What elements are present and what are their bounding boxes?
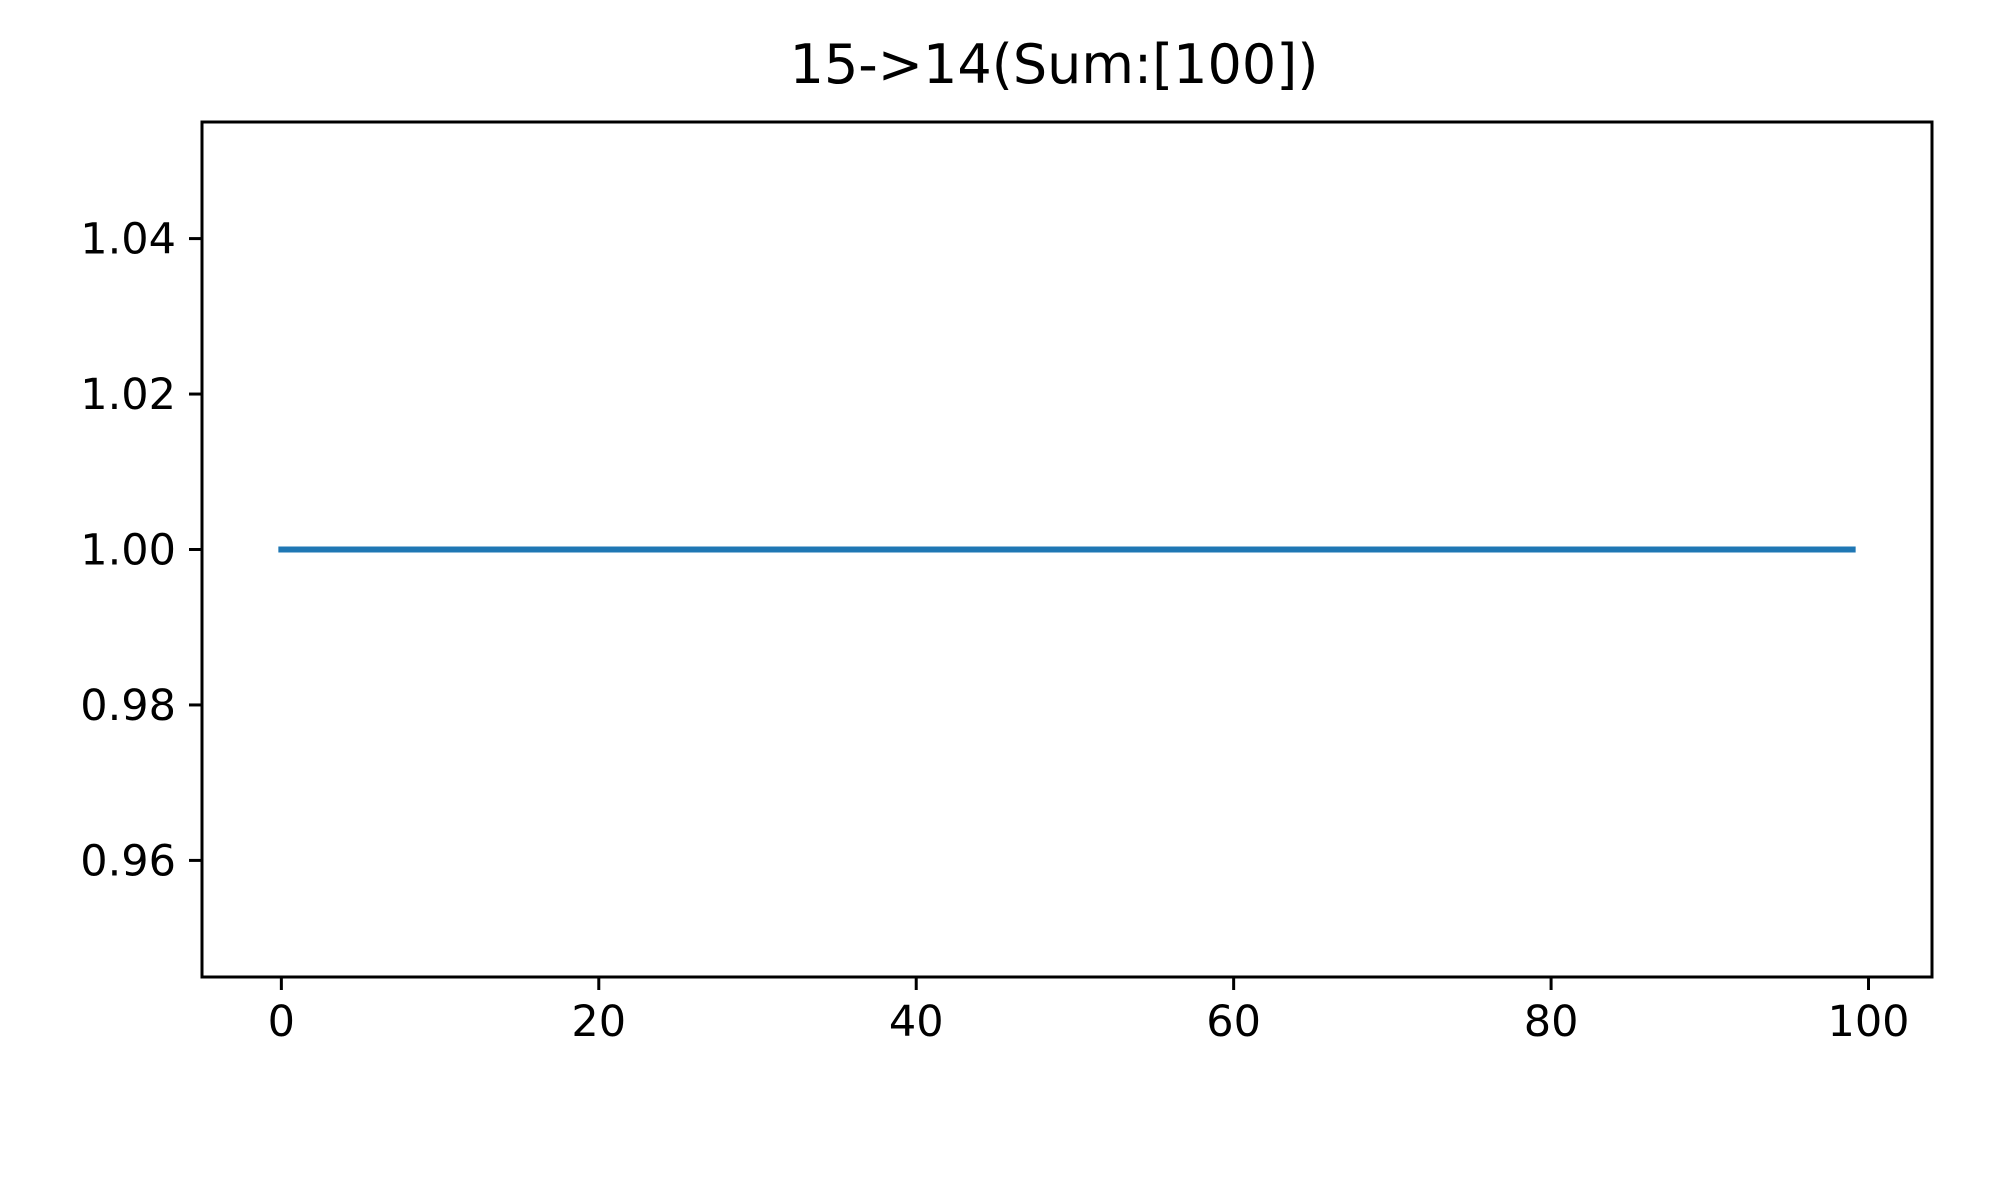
y-tick-label: 1.00 xyxy=(80,526,176,576)
x-tick-label: 20 xyxy=(571,997,626,1047)
y-tick-label: 1.04 xyxy=(80,215,176,265)
y-tick-label: 0.98 xyxy=(80,681,176,731)
plot-frame xyxy=(200,120,1934,979)
y-tick-label: 0.96 xyxy=(80,836,176,886)
y-axis: 0.96 0.98 1.00 1.02 1.04 xyxy=(80,215,202,886)
x-tick-label: 80 xyxy=(1524,997,1579,1047)
x-tick-label: 40 xyxy=(889,997,944,1047)
x-axis: 0 20 40 60 80 100 xyxy=(268,977,1910,1047)
x-tick-label: 0 xyxy=(268,997,295,1047)
x-tick-label: 100 xyxy=(1827,997,1909,1047)
chart-title: 15->14(Sum:[100]) xyxy=(790,33,1319,96)
y-tick-label: 1.02 xyxy=(80,370,176,420)
x-tick-label: 60 xyxy=(1206,997,1261,1047)
